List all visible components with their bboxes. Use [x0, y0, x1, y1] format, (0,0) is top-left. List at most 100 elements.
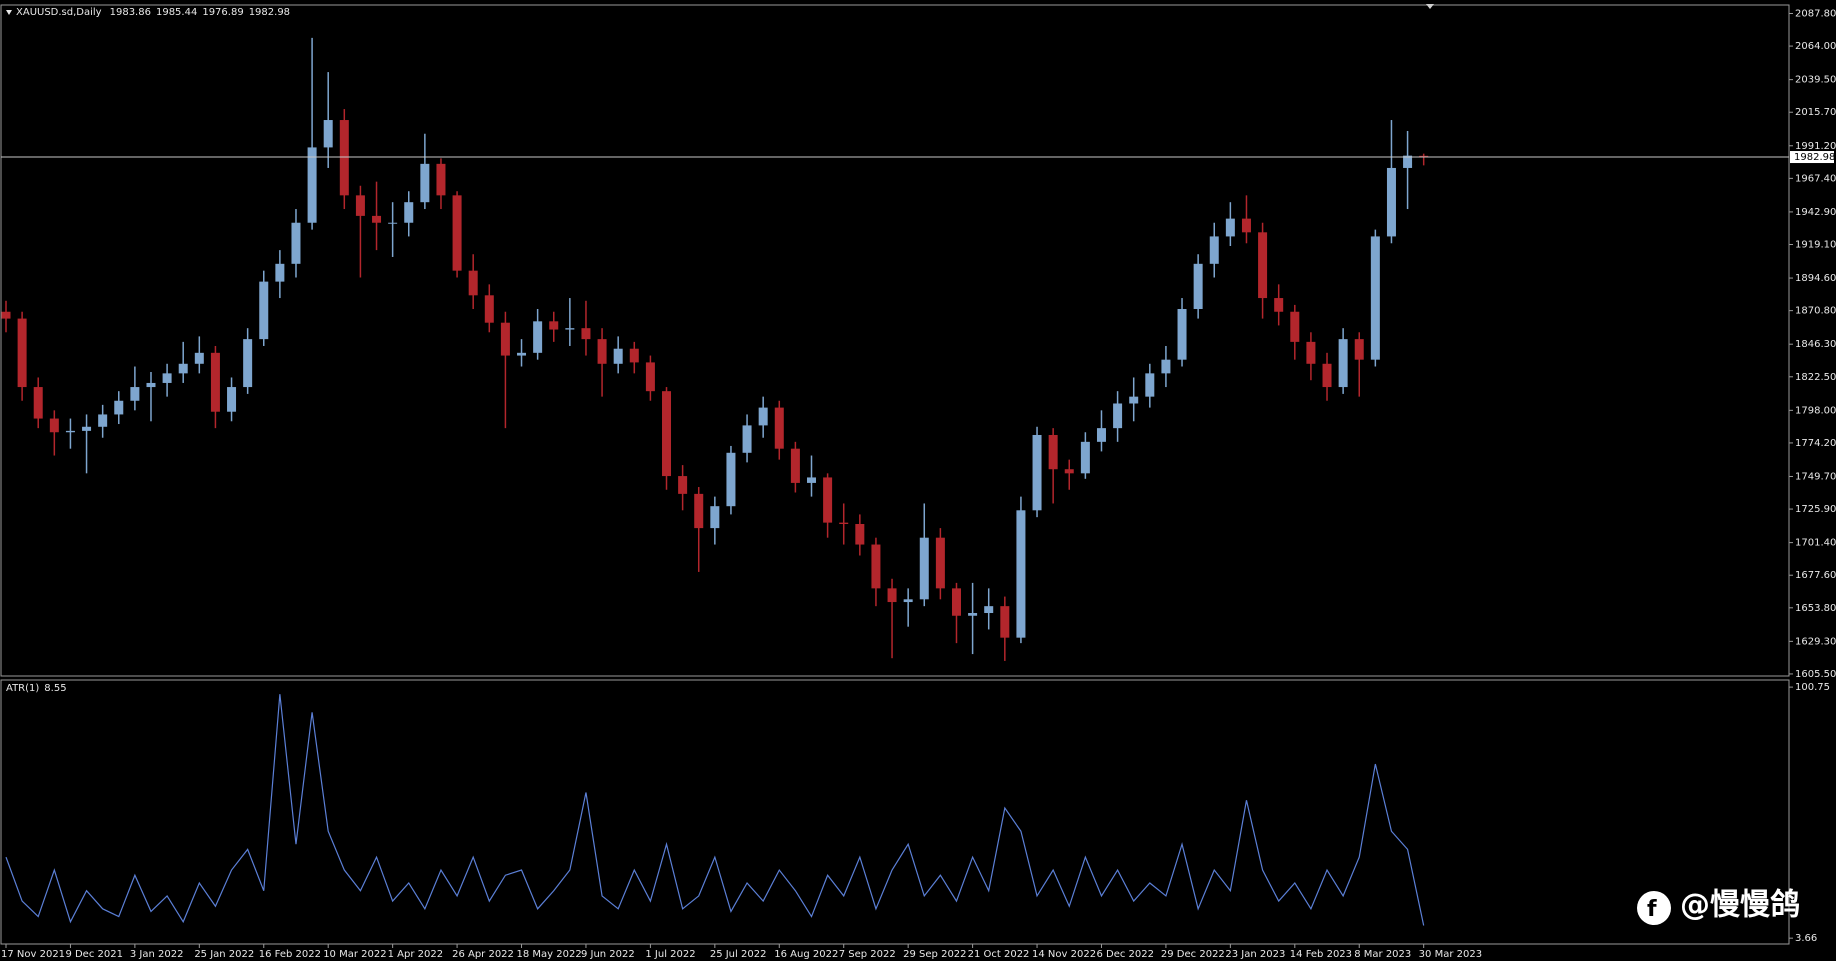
x-tick-label: 26 Apr 2022 — [452, 949, 514, 960]
y-tick-label: 1605.50 — [1795, 669, 1836, 680]
watermark: f @慢慢鸽 — [1637, 888, 1800, 925]
candle-body — [1161, 359, 1171, 374]
y-tick-label: 1798.00 — [1795, 405, 1836, 416]
candle-body — [500, 322, 510, 356]
x-tick-label: 23 Jan 2023 — [1225, 949, 1285, 960]
candle-body — [903, 599, 913, 603]
shift-marker — [1426, 4, 1434, 9]
header-high: 1985.44 — [156, 7, 197, 18]
x-tick-label: 3 Jan 2022 — [130, 949, 184, 960]
candle-body — [1338, 339, 1348, 388]
candle-body — [484, 295, 494, 323]
indicator-frame — [0, 679, 1790, 945]
y-tick-label: 1942.90 — [1795, 207, 1836, 218]
candle-body — [629, 348, 639, 363]
candle-body — [823, 477, 833, 523]
candle-body — [130, 387, 140, 401]
x-tick-label: 16 Feb 2022 — [259, 949, 321, 960]
candle-body — [871, 544, 881, 589]
x-tick-label: 9 Jun 2022 — [581, 949, 635, 960]
candle-body — [65, 430, 75, 433]
candle-body — [355, 195, 365, 216]
candle-body — [613, 348, 623, 364]
candle-body — [307, 147, 317, 223]
x-tick-label: 14 Nov 2022 — [1032, 949, 1096, 960]
candle-body — [565, 328, 575, 330]
candle-body — [82, 426, 92, 431]
candle-body — [1274, 298, 1284, 312]
candle-body — [1096, 428, 1106, 442]
candle-body — [1000, 606, 1010, 638]
candle-body — [1145, 373, 1155, 397]
candle-body — [33, 387, 43, 419]
candle-body — [404, 202, 414, 223]
candle-body — [1354, 339, 1364, 360]
candle-body — [645, 362, 655, 392]
candle-body — [146, 382, 156, 388]
y2-tick-label: 3.66 — [1795, 933, 1817, 944]
y-tick-label: 2064.00 — [1795, 41, 1836, 52]
candle-body — [1225, 218, 1235, 237]
x-tick-label: 10 Mar 2022 — [323, 949, 386, 960]
atr-line — [5, 694, 1425, 926]
candle-body — [1322, 363, 1332, 388]
x-tick-label: 7 Sep 2022 — [839, 949, 896, 960]
indicator-last: 8.55 — [44, 683, 66, 694]
header-low: 1976.89 — [202, 7, 243, 18]
candle-body — [1386, 167, 1396, 237]
y-tick-label: 1894.60 — [1795, 273, 1836, 284]
candle-body — [243, 339, 253, 388]
candle-body — [935, 537, 945, 589]
x-tick-label: 29 Sep 2022 — [903, 949, 966, 960]
candle-body — [436, 163, 446, 196]
candle-body — [1306, 341, 1316, 364]
candle-body — [1129, 396, 1139, 404]
candle-body — [323, 120, 333, 148]
y-tick-label: 1629.30 — [1795, 636, 1836, 647]
candle-body — [581, 328, 591, 340]
candle-body — [1419, 155, 1429, 158]
y-tick-label: 1991.20 — [1795, 141, 1836, 152]
candle-body — [98, 414, 108, 427]
candle-body — [114, 400, 124, 415]
candle-body — [275, 263, 285, 282]
x-tick-label: 18 May 2022 — [517, 949, 582, 960]
candle-body — [549, 321, 559, 330]
candle-body — [1064, 469, 1074, 474]
x-tick-label: 1 Apr 2022 — [388, 949, 443, 960]
main-frame — [0, 4, 1790, 677]
candle-body — [790, 448, 800, 483]
candle-body — [710, 506, 720, 529]
candle-body — [839, 522, 849, 524]
x-tick-label: 9 Dec 2021 — [65, 949, 123, 960]
x-tick-label: 30 Mar 2023 — [1419, 949, 1482, 960]
chart-header: XAUUSD.sd,Daily 1983.86 1985.44 1976.89 1982… — [16, 7, 290, 18]
candle-body — [855, 523, 865, 545]
y-tick-label: 1653.80 — [1795, 603, 1836, 614]
candle-body — [887, 588, 897, 603]
candle-body — [227, 387, 237, 412]
candle-body — [984, 606, 994, 614]
candle-body — [420, 163, 430, 203]
y-tick-label: 1701.40 — [1795, 538, 1836, 549]
x-tick-label: 29 Dec 2022 — [1161, 949, 1225, 960]
candle-body — [678, 476, 688, 494]
y-tick-label: 1870.80 — [1795, 306, 1836, 317]
indicator-name: ATR(1) — [6, 683, 39, 694]
candle-body — [597, 339, 607, 364]
x-tick-label: 25 Jan 2022 — [194, 949, 254, 960]
x-tick-label: 14 Feb 2023 — [1290, 949, 1352, 960]
candle-body — [726, 452, 736, 507]
price-label: 1982.98 — [1794, 152, 1835, 163]
candle-body — [1016, 510, 1026, 638]
y-tick-label: 1677.60 — [1795, 570, 1836, 581]
indicator-header: ATR(1) 8.55 — [6, 683, 67, 694]
candle-body — [259, 281, 269, 340]
candle-body — [17, 318, 27, 388]
candle-body — [1193, 263, 1203, 310]
candle-body — [1113, 403, 1123, 429]
y-tick-label: 2015.70 — [1795, 107, 1836, 118]
candle-body — [1290, 311, 1300, 342]
